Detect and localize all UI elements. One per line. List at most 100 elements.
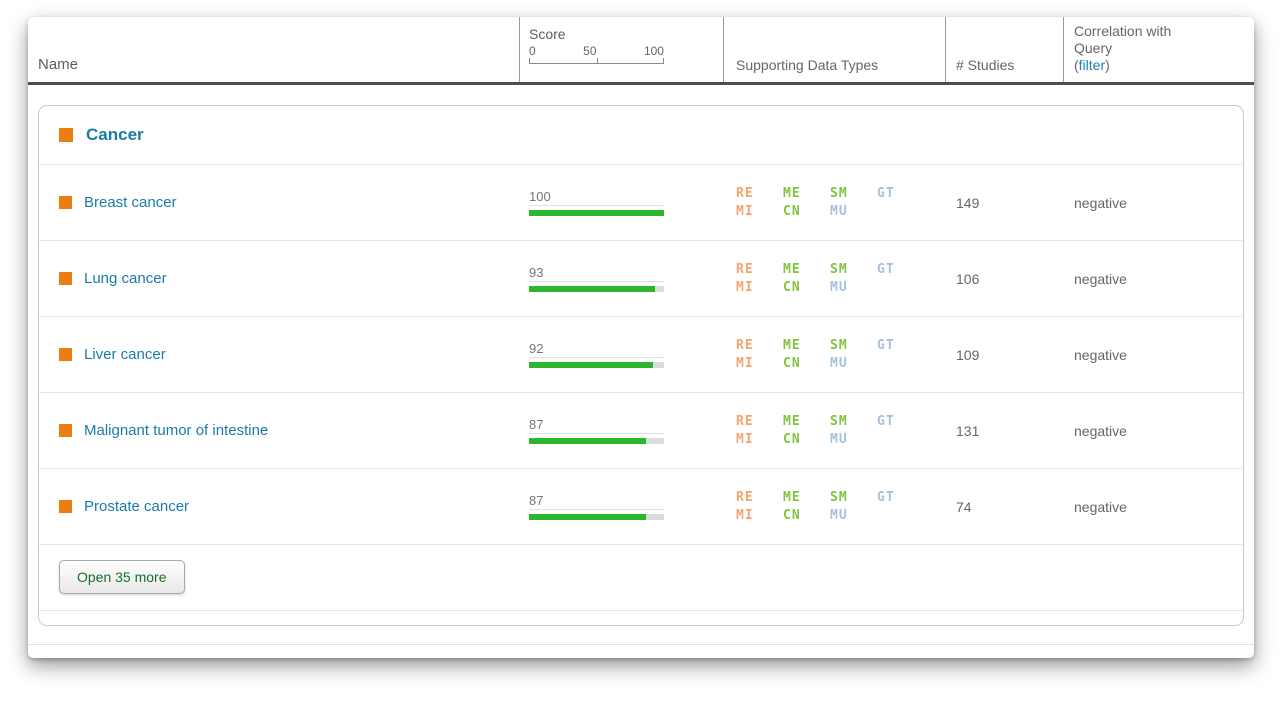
score-value: 87: [529, 493, 664, 510]
row-score-cell: 87: [520, 417, 724, 444]
column-header-studies: # Studies: [945, 17, 1063, 82]
data-type-code-sm[interactable]: SM: [830, 414, 848, 429]
data-type-code-mi[interactable]: MI: [736, 356, 754, 371]
data-type-code-cn[interactable]: CN: [783, 508, 801, 523]
correlation-value: negative: [1074, 346, 1127, 363]
data-type-code-re[interactable]: RE: [736, 262, 754, 277]
column-header-correlation: Correlation with Query (filter): [1063, 17, 1254, 82]
studies-column-label: # Studies: [956, 57, 1015, 73]
data-type-code-re[interactable]: RE: [736, 414, 754, 429]
correlation-value: negative: [1074, 270, 1127, 287]
data-type-code-re[interactable]: RE: [736, 338, 754, 353]
data-type-code-mi[interactable]: MI: [736, 204, 754, 219]
row-score-cell: 87: [520, 493, 724, 520]
studies-count: 106: [956, 270, 980, 287]
row-name-link[interactable]: Breast cancer: [84, 194, 177, 211]
filter-paren-close: ): [1105, 57, 1110, 73]
data-type-code-mu[interactable]: MU: [830, 356, 848, 371]
table-row: Prostate cancer 87 RE ME SM GT MI CN MU 74 neg…: [39, 468, 1243, 544]
supporting-data-types-cell: RE ME SM GT MI CN MU: [724, 490, 946, 523]
score-bar-fill: [529, 513, 647, 520]
data-type-code-me[interactable]: ME: [783, 186, 801, 201]
score-bar: [529, 209, 664, 216]
data-type-code-cn[interactable]: CN: [783, 204, 801, 219]
row-name-cell: Lung cancer: [39, 270, 520, 287]
row-score-cell: 92: [520, 341, 724, 368]
row-name-cell: Breast cancer: [39, 194, 520, 211]
data-type-code-gt[interactable]: GT: [877, 186, 895, 201]
rows-container: Breast cancer 100 RE ME SM GT MI CN MU 149 neg…: [39, 164, 1243, 544]
results-card: Name Score 0 50 100 Supporting Data Type…: [28, 17, 1254, 658]
data-type-code-cn[interactable]: CN: [783, 280, 801, 295]
score-column-label: Score: [529, 26, 566, 42]
data-type-code-re[interactable]: RE: [736, 186, 754, 201]
data-type-code-me[interactable]: ME: [783, 414, 801, 429]
data-type-code-gt[interactable]: GT: [877, 338, 895, 353]
data-type-code-sm[interactable]: SM: [830, 338, 848, 353]
table-row: Liver cancer 92 RE ME SM GT MI CN MU 109 negat…: [39, 316, 1243, 392]
data-type-code-mu[interactable]: MU: [830, 204, 848, 219]
data-type-code-mu[interactable]: MU: [830, 432, 848, 447]
row-square-icon: [59, 272, 72, 285]
score-bar: [529, 437, 664, 444]
data-type-code-sm[interactable]: SM: [830, 186, 848, 201]
row-name-link[interactable]: Malignant tumor of intestine: [84, 422, 269, 439]
filter-link[interactable]: filter: [1078, 57, 1106, 73]
data-type-code-mu[interactable]: MU: [830, 280, 848, 295]
supporting-data-types-cell: RE ME SM GT MI CN MU: [724, 414, 946, 447]
group-title: Cancer: [86, 125, 144, 144]
open-more-button[interactable]: Open 35 more: [59, 560, 185, 594]
data-type-code-mu[interactable]: MU: [830, 508, 848, 523]
studies-count: 131: [956, 422, 980, 439]
row-score-cell: 100: [520, 189, 724, 216]
correlation-value: negative: [1074, 422, 1127, 439]
column-header-name-label: Name: [38, 56, 79, 73]
data-type-code-mi[interactable]: MI: [736, 432, 754, 447]
score-tick-0: 0: [529, 44, 536, 58]
group-header-cancer[interactable]: Cancer: [39, 106, 1243, 164]
data-type-code-re[interactable]: RE: [736, 490, 754, 505]
row-name-cell: Malignant tumor of intestine: [39, 422, 520, 439]
data-type-code-cn[interactable]: CN: [783, 356, 801, 371]
row-square-icon: [59, 348, 72, 361]
data-type-code-sm[interactable]: SM: [830, 262, 848, 277]
row-name-cell: Liver cancer: [39, 346, 520, 363]
supporting-data-types-cell: RE ME SM GT MI CN MU: [724, 262, 946, 295]
correlation-label-line1: Correlation with: [1074, 23, 1172, 39]
score-value: 87: [529, 417, 664, 434]
data-type-code-gt[interactable]: GT: [877, 414, 895, 429]
score-value: 93: [529, 265, 664, 282]
table-row: Lung cancer 93 RE ME SM GT MI CN MU 106 negati…: [39, 240, 1243, 316]
column-header-supporting-data-types: Supporting Data Types: [723, 17, 945, 82]
score-bar: [529, 361, 664, 368]
data-type-code-me[interactable]: ME: [783, 490, 801, 505]
cancer-group-panel: Cancer Breast cancer 100 RE ME SM GT MI CN MU …: [38, 105, 1244, 626]
score-value: 92: [529, 341, 664, 358]
data-type-code-me[interactable]: ME: [783, 262, 801, 277]
score-bar: [529, 285, 664, 292]
data-type-code-gt[interactable]: GT: [877, 262, 895, 277]
open-more-row: Open 35 more: [39, 544, 1243, 610]
supporting-data-types-cell: RE ME SM GT MI CN MU: [724, 338, 946, 371]
data-type-code-mi[interactable]: MI: [736, 508, 754, 523]
row-name-link[interactable]: Liver cancer: [84, 346, 166, 363]
row-square-icon: [59, 196, 72, 209]
score-scale-labels: 0 50 100: [529, 45, 664, 58]
card-footer-divider: [28, 644, 1254, 645]
filter-paren-open: (: [1074, 57, 1079, 73]
correlation-value: negative: [1074, 498, 1127, 515]
column-header-name: Name: [28, 17, 519, 82]
supporting-data-types-cell: RE ME SM GT MI CN MU: [724, 186, 946, 219]
row-name-link[interactable]: Lung cancer: [84, 270, 167, 287]
table-row: Breast cancer 100 RE ME SM GT MI CN MU 149 neg…: [39, 164, 1243, 240]
category-square-icon: [59, 128, 73, 142]
row-name-link[interactable]: Prostate cancer: [84, 498, 190, 515]
score-bar-fill: [529, 285, 655, 292]
score-scale-ruler: [529, 58, 664, 64]
data-type-code-sm[interactable]: SM: [830, 490, 848, 505]
data-type-code-mi[interactable]: MI: [736, 280, 754, 295]
data-type-code-cn[interactable]: CN: [783, 432, 801, 447]
row-name-cell: Prostate cancer: [39, 498, 520, 515]
data-type-code-me[interactable]: ME: [783, 338, 801, 353]
data-type-code-gt[interactable]: GT: [877, 490, 895, 505]
